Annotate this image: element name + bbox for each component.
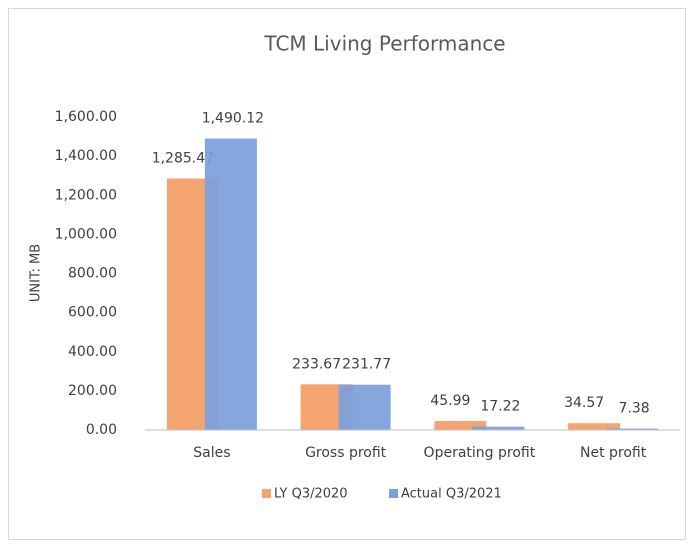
y-tick-label: 600.00: [68, 305, 117, 321]
data-label: 1,490.12: [202, 110, 264, 126]
legend-label: Actual Q3/2021: [401, 487, 502, 502]
chart-title: TCM Living Performance: [263, 32, 505, 56]
data-label: 7.38: [619, 401, 650, 417]
bar: [606, 428, 659, 430]
y-tick-label: 1,600.00: [55, 109, 117, 125]
legend-swatch: [262, 489, 271, 498]
y-tick-label: 0.00: [86, 422, 117, 438]
y-tick-label: 1,200.00: [55, 187, 117, 203]
y-tick-label: 800.00: [68, 266, 117, 282]
data-label: 45.99: [430, 393, 470, 409]
x-tick-label: Sales: [193, 445, 230, 461]
bar: [204, 138, 257, 430]
data-label: 233.67: [292, 356, 341, 372]
bar: [568, 423, 621, 430]
bar: [434, 421, 487, 430]
y-tick-label: 1,400.00: [55, 148, 117, 164]
data-label: 1,285.47: [152, 151, 214, 167]
bar: [472, 426, 525, 430]
legend-swatch: [389, 489, 398, 498]
y-tick-label: 400.00: [68, 344, 117, 360]
x-tick-label: Operating profit: [424, 445, 536, 461]
data-label: 17.22: [480, 399, 520, 415]
x-tick-label: Gross profit: [305, 445, 387, 461]
data-label: 231.77: [342, 357, 391, 373]
legend-label: LY Q3/2020: [274, 487, 348, 502]
y-tick-label: 200.00: [68, 383, 117, 399]
bar: [338, 384, 391, 430]
data-label: 34.57: [564, 395, 604, 411]
x-tick-label: Net profit: [580, 445, 647, 461]
y-axis-label: UNIT: MB: [29, 244, 44, 302]
chart-frame: [8, 8, 686, 540]
y-tick-label: 1,000.00: [55, 226, 117, 242]
